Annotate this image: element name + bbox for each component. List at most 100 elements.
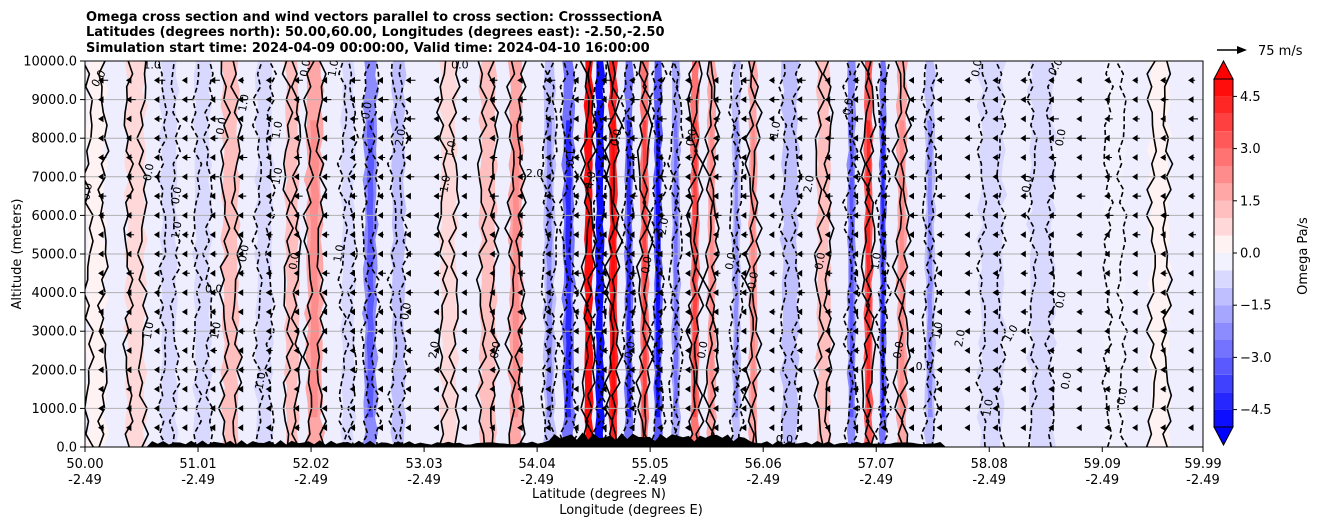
wind-vector — [1132, 250, 1138, 258]
wind-vector — [573, 269, 582, 277]
wind-vector — [684, 366, 692, 374]
wind-vector — [824, 115, 831, 123]
wind-vector — [880, 192, 891, 200]
contour-label: 1.0 — [980, 398, 996, 417]
wind-vector — [852, 154, 860, 161]
wind-vector — [908, 154, 916, 161]
wind-vector — [1188, 250, 1194, 258]
wind-vector — [293, 250, 302, 258]
wind-vector — [98, 96, 104, 104]
y-tick-label: 0.0 — [56, 441, 77, 456]
wind-vector — [1076, 347, 1082, 354]
y-axis: 0.0 1000.0 2000.0 3000.0 4000.0 5000.0 6000.0 7… — [23, 55, 85, 456]
wind-vector — [209, 173, 220, 181]
wind-vector — [125, 192, 132, 200]
wind-vector — [824, 385, 831, 393]
wind-vector — [601, 115, 612, 123]
wind-vector — [349, 76, 361, 84]
wind-vector — [209, 250, 217, 258]
wind-vector — [796, 269, 803, 277]
colorbar-segment — [1214, 183, 1233, 201]
wind-vector — [1048, 76, 1055, 84]
wind-vector — [824, 173, 831, 181]
wind-vector — [377, 115, 383, 123]
x-tick-label-latitude: 59.99 — [1184, 457, 1221, 472]
wind-vector — [629, 424, 635, 432]
wind-vector — [1188, 173, 1194, 181]
wind-vector — [1188, 211, 1194, 219]
wind-vector — [1020, 308, 1028, 316]
contour-label: 1.0 — [141, 321, 157, 340]
wind-vector — [964, 424, 970, 432]
wind-vector — [461, 134, 468, 142]
wind-vector — [153, 424, 160, 432]
wind-vector — [209, 96, 216, 104]
wind-vector — [768, 424, 775, 432]
wind-vector — [265, 308, 272, 316]
wind-vector — [98, 173, 104, 181]
wind-vector — [181, 404, 188, 412]
wind-vector — [712, 385, 720, 393]
wind-vector — [1104, 115, 1113, 123]
wind-vector — [265, 115, 274, 123]
wind-vector — [796, 347, 803, 354]
wind-vector — [852, 115, 863, 123]
wind-vector — [684, 327, 691, 335]
wind-vector — [936, 154, 942, 161]
wind-vector — [1104, 308, 1110, 316]
wind-vector — [321, 192, 328, 200]
wind-vector — [321, 269, 330, 277]
wind-vector — [125, 115, 132, 123]
wind-vector — [461, 231, 468, 239]
contour-label: 1.0 — [143, 59, 161, 72]
wind-vector — [992, 424, 998, 432]
wind-vector — [1160, 289, 1166, 297]
x-tick-label-latitude: 56.06 — [745, 457, 782, 472]
wind-vector — [796, 327, 803, 335]
wind-vector — [405, 347, 413, 354]
wind-vector — [601, 192, 608, 200]
wind-vector — [125, 211, 133, 219]
wind-vector — [601, 327, 607, 335]
wind-vector — [1160, 192, 1166, 200]
wind-vector — [852, 347, 860, 354]
wind-vector — [377, 211, 384, 219]
wind-vector — [1132, 96, 1138, 104]
y-tick-label: 6000.0 — [32, 209, 78, 224]
contour-label: 1.0 — [269, 166, 285, 185]
wind-vector — [405, 134, 413, 142]
wind-vector — [461, 308, 467, 316]
wind-vector — [321, 115, 328, 123]
x-tick-label-longitude: -2.49 — [294, 473, 328, 488]
wind-vector — [740, 231, 748, 239]
wind-vector — [712, 327, 719, 335]
wind-vector — [517, 231, 525, 239]
wind-vector — [489, 424, 495, 432]
x-tick-label-longitude: -2.49 — [746, 473, 780, 488]
wind-vector — [489, 250, 497, 258]
wind-vector — [573, 250, 579, 258]
wind-vector — [265, 96, 273, 104]
wind-vector — [712, 347, 719, 354]
wind-vector — [601, 289, 609, 297]
wind-vector — [1132, 211, 1138, 219]
wind-vector — [852, 192, 859, 200]
wind-vector — [153, 366, 160, 374]
wind-vector — [489, 192, 499, 200]
x-tick-label-latitude: 59.09 — [1084, 457, 1121, 472]
wind-vector — [936, 366, 943, 374]
wind-vector — [768, 366, 775, 374]
wind-vector — [1104, 173, 1112, 181]
wind-vector — [405, 327, 411, 335]
wind-vector — [125, 404, 132, 412]
wind-vector — [125, 173, 134, 181]
wind-vector — [880, 308, 887, 316]
colorbar-segment — [1214, 235, 1233, 253]
wind-vector — [1160, 134, 1168, 142]
wind-vector — [712, 366, 719, 374]
wind-vector — [1048, 211, 1056, 219]
colorbar-segment — [1214, 409, 1233, 427]
wind-vector — [629, 250, 635, 258]
wind-vector — [377, 347, 383, 354]
wind-vector — [1188, 231, 1196, 239]
